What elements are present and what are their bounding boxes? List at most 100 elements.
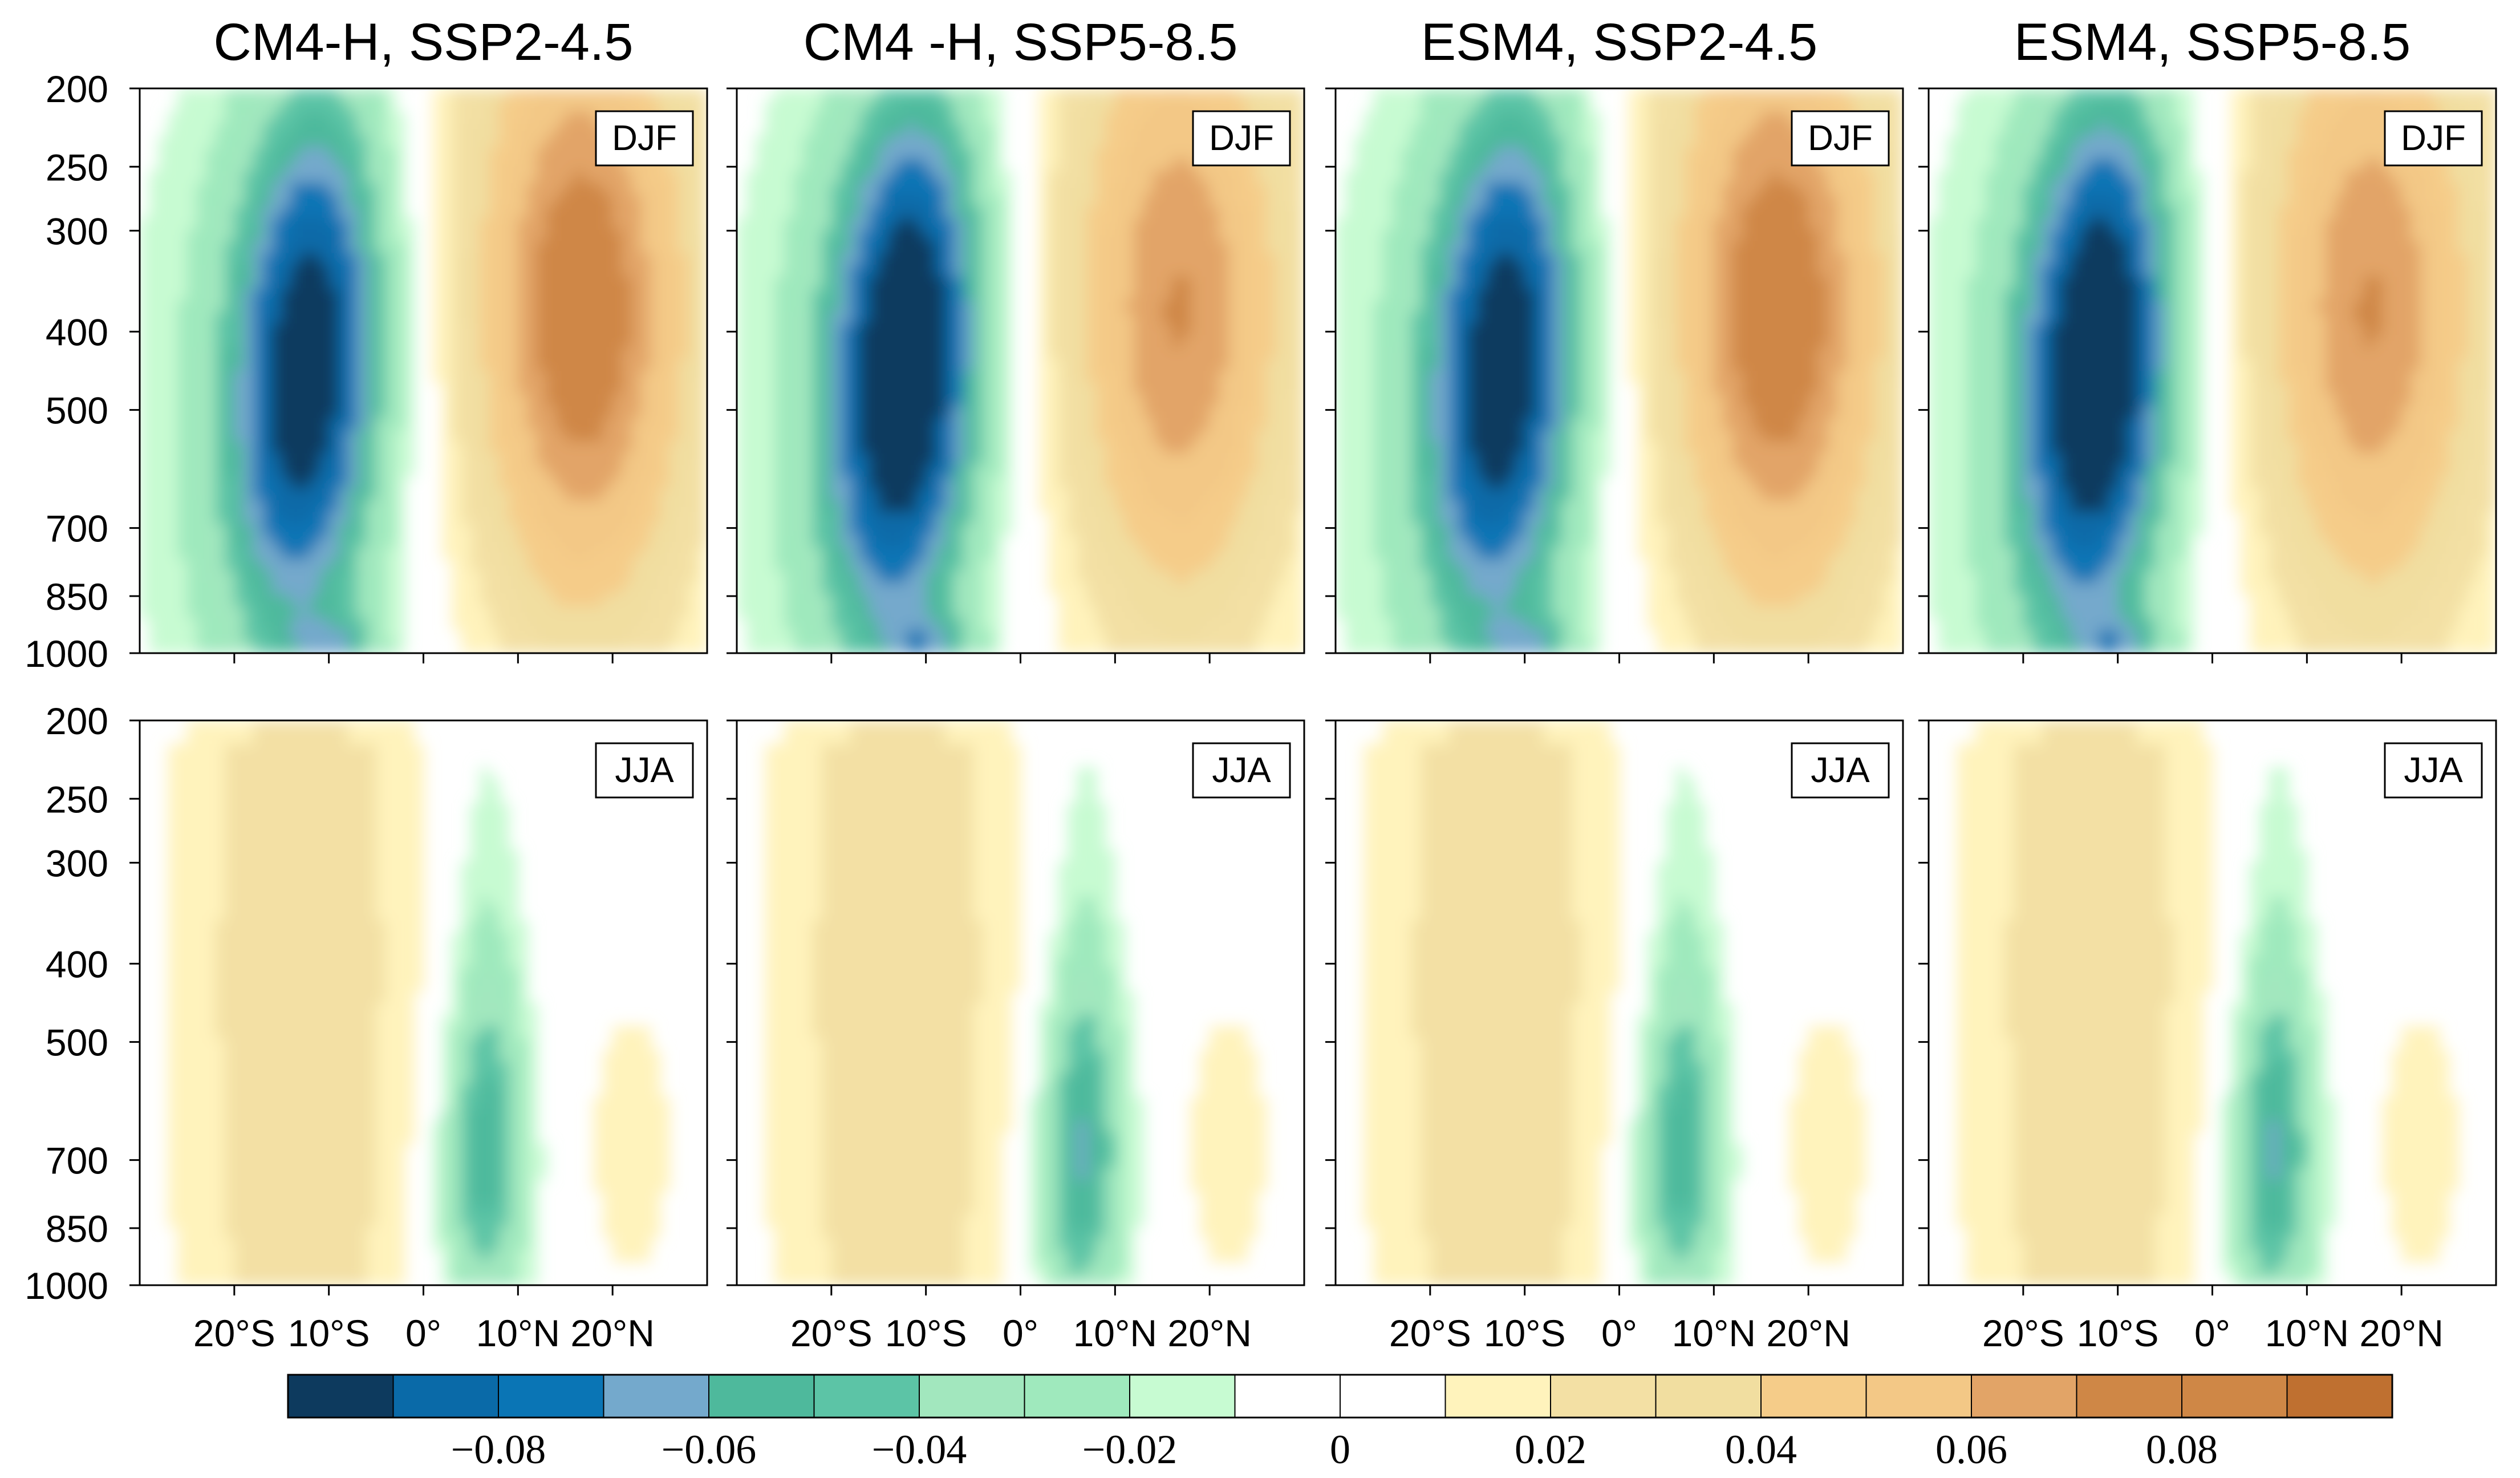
field-cell xyxy=(660,359,670,371)
field-cell xyxy=(461,194,472,207)
field-cell xyxy=(347,147,358,160)
field-cell xyxy=(527,217,538,230)
field-cell xyxy=(310,547,320,560)
field-cell xyxy=(822,594,832,607)
field-cell xyxy=(262,277,273,289)
field-cell xyxy=(594,1167,604,1180)
field-cell xyxy=(310,311,320,325)
field-cell xyxy=(812,183,823,195)
field-cell xyxy=(574,524,585,536)
field-cell xyxy=(395,311,405,325)
field-cell xyxy=(357,488,367,501)
field-cell xyxy=(262,1214,273,1227)
field-cell xyxy=(660,418,670,431)
field-cell xyxy=(206,335,216,348)
field-cell xyxy=(527,606,538,619)
field-cell xyxy=(461,1261,472,1274)
field-cell xyxy=(746,606,757,619)
field-cell xyxy=(272,1062,282,1074)
field-cells xyxy=(737,88,1304,653)
field-cell xyxy=(385,335,396,348)
field-cell xyxy=(272,547,282,560)
field-cell xyxy=(272,1226,282,1239)
field-cell xyxy=(357,570,367,584)
field-cell xyxy=(697,300,707,313)
field-cell xyxy=(367,135,377,148)
field-cell xyxy=(215,1214,226,1227)
field-cell xyxy=(679,535,689,548)
field-cell xyxy=(196,1202,207,1216)
field-cell xyxy=(338,441,348,454)
field-cell xyxy=(186,815,197,827)
field-cell xyxy=(527,147,538,160)
field-cell xyxy=(784,171,794,183)
field-cell xyxy=(480,1062,490,1074)
field-cell xyxy=(338,500,348,513)
field-cell xyxy=(395,606,405,619)
field-cell xyxy=(225,311,235,325)
field-cell xyxy=(196,159,207,172)
field-cell xyxy=(527,512,538,525)
field-cell xyxy=(603,488,614,501)
field-cell xyxy=(328,1050,339,1063)
field-cell xyxy=(300,629,311,642)
field-cell xyxy=(291,967,301,980)
field-cell xyxy=(328,382,339,395)
field-cell xyxy=(234,418,245,431)
field-cell xyxy=(196,955,207,969)
field-cell xyxy=(793,323,804,337)
field-cell xyxy=(140,359,150,371)
field-cell xyxy=(461,1226,472,1239)
field-cell xyxy=(367,618,377,630)
field-cell xyxy=(650,323,661,337)
field-cell xyxy=(803,582,813,595)
field-cell xyxy=(225,135,235,148)
field-cell xyxy=(206,277,216,289)
field-cell xyxy=(347,955,358,969)
field-cell xyxy=(328,535,339,548)
field-cell xyxy=(347,849,358,862)
field-cell xyxy=(831,488,842,501)
field-cell xyxy=(631,1250,642,1262)
field-cell xyxy=(527,183,538,195)
field-cell xyxy=(631,430,642,442)
field-cell xyxy=(584,159,594,172)
field-cell xyxy=(140,606,150,619)
field-cell xyxy=(594,206,604,218)
field-cell xyxy=(338,112,348,124)
field-cell xyxy=(395,755,405,768)
field-cell xyxy=(319,594,330,607)
field-cell xyxy=(196,897,207,909)
field-cell xyxy=(357,135,367,148)
field-cell xyxy=(357,1226,367,1239)
field-cell xyxy=(225,570,235,584)
field-cell xyxy=(206,873,216,886)
field-cell xyxy=(622,430,632,442)
field-cell xyxy=(328,897,339,909)
field-cell xyxy=(480,967,490,980)
field-cell xyxy=(470,512,481,525)
field-cell xyxy=(574,629,585,642)
field-cell xyxy=(793,418,804,431)
field-cell xyxy=(149,547,160,560)
field-cell xyxy=(319,241,330,254)
field-cell xyxy=(688,194,699,207)
field-cell xyxy=(499,873,509,886)
field-cell xyxy=(272,524,282,536)
field-cell xyxy=(244,300,254,313)
field-cell xyxy=(177,744,188,756)
field-cell xyxy=(234,909,245,921)
field-cell xyxy=(272,253,282,266)
field-cell xyxy=(140,430,150,442)
field-cell xyxy=(206,606,216,619)
field-cell xyxy=(357,465,367,477)
field-cell xyxy=(612,453,623,465)
field-cell xyxy=(253,335,263,348)
field-cell xyxy=(603,241,614,254)
field-cell xyxy=(281,720,292,733)
field-cell xyxy=(385,1238,396,1251)
field-cell xyxy=(508,500,519,513)
field-cell xyxy=(499,815,509,827)
field-cell xyxy=(470,418,481,431)
field-cell xyxy=(660,629,670,642)
